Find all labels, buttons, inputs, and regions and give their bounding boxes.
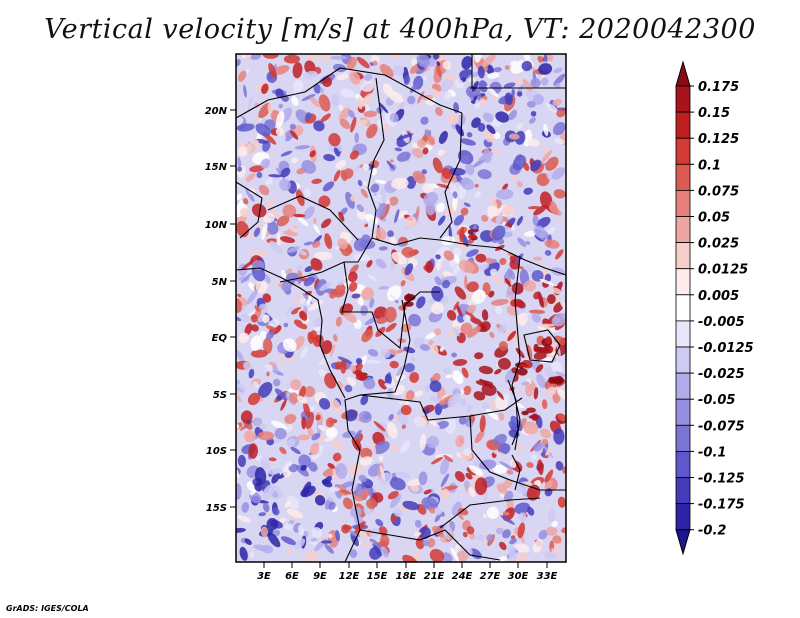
lat-tick-label: 15N	[205, 162, 228, 173]
colorbar-swatch	[675, 477, 691, 505]
lon-tick-label: 30E	[508, 571, 529, 582]
lat-tick-label: 10N	[205, 220, 228, 231]
colorbar-label: -0.125	[698, 472, 745, 487]
colorbar-swatch	[675, 346, 691, 374]
colorbar-label: -0.1	[698, 445, 726, 460]
colorbar-label: 0.15	[698, 106, 730, 121]
colorbar-swatch	[675, 111, 691, 139]
colorbar: 0.175 0.15 0.125 0.1 0.075 0.05 0.025 0.0125 0.0…	[675, 60, 754, 556]
colorbar-label: 0.1	[698, 158, 721, 173]
longitude-axis: 3E 6E 9E 12E 15E 18E 21E 24E 27E 30E 33E	[257, 562, 558, 582]
lon-tick-label: 27E	[480, 571, 501, 582]
colorbar-label: 0.075	[698, 184, 739, 199]
colorbar-max-arrow	[675, 60, 691, 87]
colorbar-swatch	[675, 163, 691, 191]
map-title: Vertical velocity [m/s] at 400hPa, VT: 2…	[44, 14, 756, 45]
colorbar-swatch	[675, 242, 691, 270]
colorbar-label: -0.075	[698, 419, 745, 434]
colorbar-swatch	[675, 216, 691, 244]
colorbar-swatch	[675, 85, 691, 113]
lon-tick-label: 33E	[537, 571, 558, 582]
lon-tick-label: 15E	[367, 571, 388, 582]
colorbar-swatch	[675, 424, 691, 452]
colorbar-label: 0.005	[698, 289, 739, 304]
colorbar-swatch	[675, 189, 691, 217]
colorbar-label: -0.025	[698, 367, 745, 382]
colorbar-label: -0.005	[698, 315, 745, 330]
colorbar-swatch	[675, 320, 691, 348]
lon-tick-label: 24E	[452, 571, 473, 582]
colorbar-label: -0.175	[698, 498, 745, 513]
colorbar-label: 0.025	[698, 237, 739, 252]
lat-tick-label: EQ	[212, 333, 228, 344]
colorbar-swatch	[675, 398, 691, 426]
latitude-axis: 20N 15N 10N 5N EQ 5S 10S 15S	[205, 106, 236, 514]
colorbar-swatch	[675, 372, 691, 400]
lon-tick-label: 21E	[424, 571, 445, 582]
lat-tick-label: 15S	[206, 503, 227, 514]
colorbar-label: -0.0125	[698, 341, 754, 356]
lat-tick-label: 5S	[213, 390, 227, 401]
vertical-velocity-field	[236, 54, 566, 562]
colorbar-swatch	[675, 450, 691, 478]
lat-tick-label: 10S	[206, 446, 227, 457]
lat-tick-label: 5N	[212, 277, 228, 288]
colorbar-label: 0.0125	[698, 263, 748, 278]
lon-tick-label: 3E	[257, 571, 271, 582]
colorbar-label: -0.05	[698, 393, 735, 408]
colorbar-swatch	[675, 294, 691, 322]
lon-tick-label: 9E	[313, 571, 327, 582]
colorbar-swatch	[675, 503, 691, 531]
footer-credit: GrADS: IGES/COLA	[6, 604, 89, 613]
lon-tick-label: 18E	[396, 571, 417, 582]
colorbar-label: -0.2	[698, 524, 726, 539]
colorbar-label: 0.05	[698, 211, 730, 226]
country-borders	[236, 54, 566, 562]
colorbar-min-arrow	[675, 529, 691, 556]
lon-tick-label: 12E	[339, 571, 360, 582]
lat-tick-label: 20N	[205, 106, 228, 117]
colorbar-label: 0.175	[698, 80, 739, 95]
colorbar-swatch	[675, 268, 691, 296]
lon-tick-label: 6E	[285, 571, 299, 582]
map-frame	[235, 53, 567, 563]
colorbar-swatch	[675, 137, 691, 165]
colorbar-label: 0.125	[698, 132, 739, 147]
